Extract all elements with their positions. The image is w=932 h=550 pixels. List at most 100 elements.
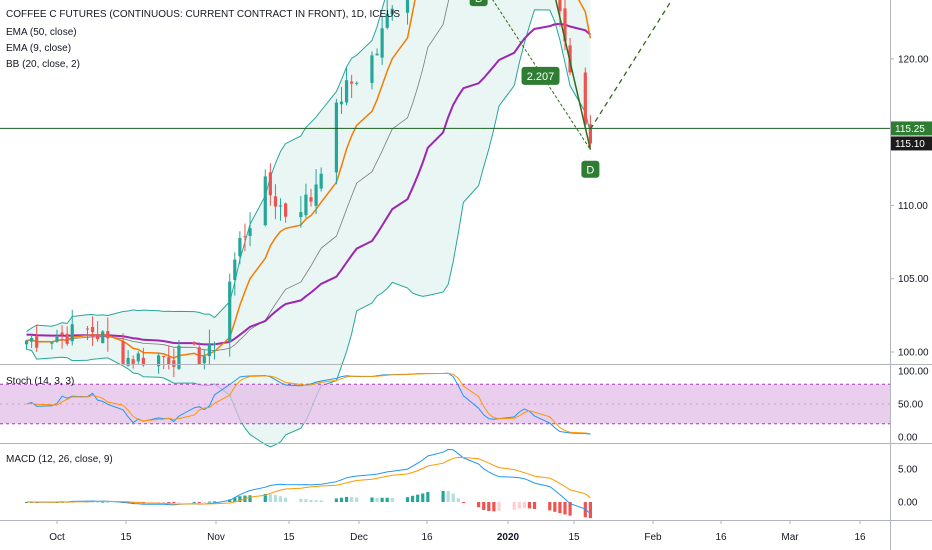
candle-body: [177, 345, 181, 369]
stoch-axis-label: 0.00: [898, 433, 918, 444]
candle-body: [588, 124, 592, 144]
macd-histogram-bar: [350, 497, 354, 502]
price-pane[interactable]: ABCD0.5632.207: [0, 0, 890, 448]
stoch-title: Stoch (14, 3, 3): [6, 376, 74, 387]
macd-histogram-bar: [385, 497, 389, 502]
time-axis-label: 15: [120, 532, 132, 543]
macd-histogram-bar: [106, 501, 110, 503]
macd-histogram-bar: [441, 490, 445, 502]
pattern-ratio-label: 2.207: [527, 71, 555, 83]
macd-histogram-bar: [207, 501, 211, 503]
macd-histogram-bar: [238, 496, 242, 502]
candle-body: [299, 212, 303, 217]
macd-histogram-bar: [334, 498, 338, 502]
time-axis-label: 15: [568, 532, 580, 543]
candle-body: [375, 53, 379, 56]
macd-histogram-bar: [421, 493, 425, 502]
macd-histogram-bar: [268, 494, 272, 502]
macd-histogram-bar: [309, 499, 313, 502]
pattern-ratio-badge: [521, 66, 560, 85]
pattern-point-badge[interactable]: [469, 0, 488, 7]
macd-histogram-bar: [477, 502, 481, 508]
candle-body: [202, 356, 206, 364]
candle-body: [339, 101, 344, 105]
candle-body: [24, 340, 29, 345]
price-axis-label: 100.00: [898, 348, 929, 359]
bollinger-basis: [26, 0, 450, 352]
macd-histogram-bar: [553, 502, 557, 512]
last-price-value: 115.25: [895, 124, 925, 135]
macd-pane[interactable]: [24, 448, 592, 519]
candle-body: [212, 343, 217, 345]
time-axis-label: 15: [283, 532, 295, 543]
macd-histogram-bar: [157, 502, 161, 504]
price-axis-label: 105.00: [898, 274, 929, 285]
macd-histogram-bar: [461, 502, 465, 503]
candle-body: [141, 357, 145, 366]
candle-body: [126, 357, 130, 366]
time-axis-label: 16: [421, 532, 433, 543]
macd-histogram-bar: [202, 502, 206, 503]
candle-body: [192, 342, 196, 345]
candle-body: [172, 360, 176, 367]
candle-body: [405, 0, 410, 13]
candle-body: [309, 197, 313, 202]
candle-body: [157, 355, 161, 367]
candle-body: [167, 357, 171, 364]
stoch-axis-label: 50.00: [898, 400, 923, 411]
candle-body: [355, 82, 359, 84]
candle-body: [380, 28, 384, 58]
candle-body: [101, 331, 105, 344]
macd-signal-line: [26, 456, 591, 505]
candle-body: [273, 196, 278, 207]
time-axis-label: Nov: [207, 532, 225, 543]
indicator-label-ema9: EMA (9, close): [6, 43, 71, 54]
candle-body: [278, 205, 283, 207]
macd-axis-label: 0.00: [898, 498, 918, 509]
candle-body: [207, 344, 211, 357]
candle-body: [583, 72, 587, 125]
macd-histogram-bar: [532, 502, 537, 510]
abcd-bd-leg: [492, 0, 591, 150]
macd-histogram-bar: [212, 501, 217, 503]
pattern-point-badge[interactable]: [581, 160, 600, 178]
macd-axis-label: 5.00: [898, 465, 918, 476]
candle-body: [344, 80, 349, 103]
symbol-title: COFFEE C FUTURES (CONTINUOUS: CURRENT CO…: [6, 9, 400, 20]
macd-histogram-bar: [411, 495, 415, 502]
candle-body: [350, 81, 354, 84]
stoch-k-line: [26, 372, 591, 435]
candle-body: [248, 228, 252, 236]
candle-body: [228, 281, 232, 342]
candle-body: [90, 326, 95, 333]
time-axis-label: Feb: [644, 532, 662, 543]
bollinger-upper: [26, 0, 386, 333]
macd-histogram-bar: [355, 497, 359, 502]
macd-histogram-bar: [278, 496, 283, 502]
stoch-pane[interactable]: [0, 372, 890, 435]
bollinger-fill: [26, 0, 591, 447]
candle-body: [243, 236, 247, 238]
candle-body: [50, 342, 54, 344]
candle-body: [334, 102, 338, 173]
candle-body: [131, 359, 135, 364]
macd-histogram-bar: [451, 493, 455, 502]
candle-body: [233, 259, 237, 281]
macd-histogram-bar: [548, 502, 552, 511]
macd-histogram-bar: [492, 502, 496, 512]
candle-body: [60, 332, 64, 335]
candle-body: [197, 347, 201, 365]
candle-body: [136, 353, 140, 362]
candle-body: [263, 176, 267, 226]
candle-body: [85, 328, 90, 330]
macd-histogram-bar: [248, 495, 252, 502]
macd-histogram-bar: [512, 502, 516, 510]
macd-histogram-bar: [568, 502, 572, 516]
macd-histogram-bar: [558, 502, 562, 514]
macd-histogram-bar: [172, 502, 176, 504]
time-axis-label: Dec: [350, 532, 368, 543]
ema50-line: [26, 22, 592, 346]
macd-histogram-bar: [563, 502, 567, 515]
macd-histogram-bar: [131, 502, 135, 504]
